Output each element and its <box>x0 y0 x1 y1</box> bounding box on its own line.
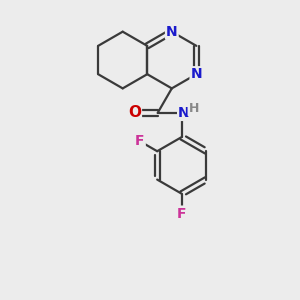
Text: H: H <box>188 102 199 115</box>
Text: F: F <box>135 134 145 148</box>
Text: O: O <box>128 105 141 120</box>
Text: F: F <box>177 207 187 220</box>
Text: N: N <box>166 25 178 39</box>
Text: N: N <box>190 67 202 81</box>
Text: N: N <box>178 106 190 120</box>
